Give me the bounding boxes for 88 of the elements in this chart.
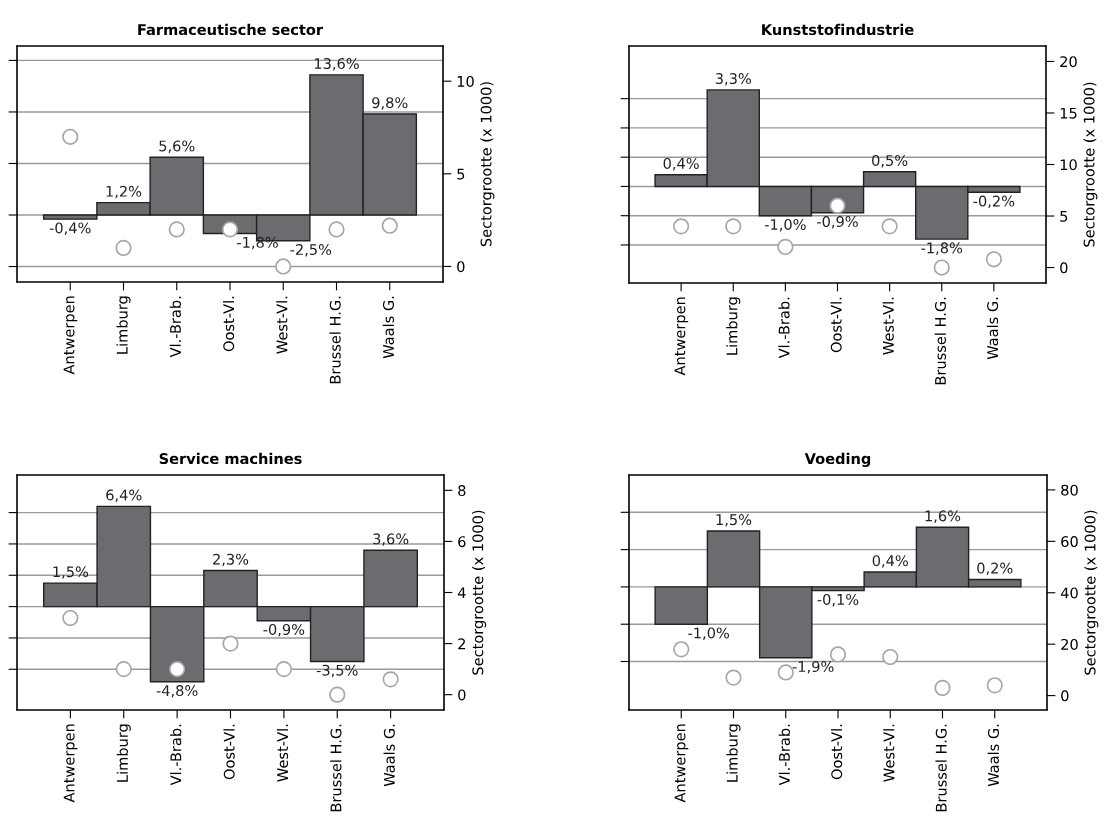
x-tick-label: Antwerpen	[63, 724, 78, 803]
y2-tick-label: 4	[457, 587, 466, 599]
y2-tick-label: 0	[458, 689, 466, 701]
point	[275, 258, 292, 275]
x-tick-label: Vl.-Brab.	[170, 724, 182, 786]
x-tick-label: Brussel H.G.	[934, 297, 946, 385]
data-label: 0,5%	[872, 154, 908, 168]
y2-tick-label: 80	[1061, 484, 1078, 496]
y2-tick-label: 40	[1060, 587, 1078, 599]
y2-tick-label: 5	[1060, 210, 1068, 222]
y2-tick-label: 15	[1060, 107, 1077, 119]
chart-title: Service machines	[159, 452, 302, 465]
chart-title: Farmaceutische sector	[138, 23, 324, 36]
x-tick-label: Vl.-Brab.	[778, 724, 790, 786]
x-tick-label: West-Vl.	[276, 724, 289, 782]
x-tick-label: Vl.-Brab.	[778, 297, 790, 359]
point	[115, 661, 132, 678]
point	[169, 661, 186, 678]
chart-title: Kunststofindustrie	[762, 23, 914, 36]
x-tick-label: Oost-Vl.	[830, 724, 843, 780]
data-label: 13,6%	[314, 58, 359, 71]
y2-tick-label: 2	[458, 638, 466, 650]
y2-axis-title: Sectorgrootte (x 1000)	[472, 510, 487, 675]
point	[882, 648, 899, 666]
data-label: -0,9%	[817, 216, 858, 229]
x-tick-label: Waals G.	[987, 724, 999, 787]
data-label: 3,3%	[715, 73, 751, 86]
y2-tick-label: 20	[1061, 638, 1078, 650]
x-tick-label: Brussel H.G.	[935, 724, 947, 812]
y2-axis-title: Sectorgrootte (x 1000)	[1083, 82, 1098, 247]
x-tick-label: Waals G.	[383, 724, 395, 787]
data-label: -1,0%	[688, 627, 730, 640]
x-tick-label: West-Vl.	[883, 724, 895, 782]
x-tick-label: Oost-Vl.	[222, 296, 235, 352]
x-tick-label: Waals G.	[986, 297, 999, 360]
data-label: -3,5%	[316, 664, 358, 678]
data-label: -1,0%	[764, 218, 806, 232]
y2-tick-label: 0	[1061, 690, 1069, 702]
data-label: -1,9%	[792, 661, 834, 674]
chart-title: Voeding	[804, 452, 871, 468]
data-label: 3,6%	[373, 533, 409, 546]
point	[777, 238, 794, 256]
data-label: 1,5%	[53, 566, 89, 579]
x-tick-label: Oost-Vl.	[223, 724, 235, 780]
data-label: -4,8%	[156, 685, 198, 698]
x-tick-label: Limburg	[116, 296, 131, 354]
data-label: 1,6%	[925, 510, 961, 523]
data-label: 1,2%	[106, 185, 142, 199]
x-tick-label: West-Vl.	[276, 296, 288, 354]
data-label: -2,5%	[290, 244, 332, 257]
x-tick-label: Vl.-Brab.	[169, 296, 181, 358]
x-tick-label: Antwerpen	[63, 296, 78, 375]
x-tick-label: Antwerpen	[674, 297, 689, 376]
data-label: -0,9%	[263, 623, 305, 637]
x-tick-label: Limburg	[726, 297, 741, 355]
data-label: 0,2%	[977, 562, 1013, 576]
x-tick-label: Waals G.	[382, 296, 394, 359]
y2-tick-label: 6	[458, 536, 466, 548]
point	[275, 661, 292, 678]
data-label: -1,8%	[921, 242, 963, 255]
data-label: 0,4%	[663, 157, 699, 171]
y2-tick-label: 8	[458, 485, 466, 497]
x-tick-label: Limburg	[726, 724, 741, 782]
y2-axis-title: Sectorgrootte (x 1000)	[1084, 510, 1099, 675]
y2-tick-label: 0	[457, 261, 465, 273]
data-label: 6,4%	[106, 489, 142, 502]
y2-tick-label: 10	[1060, 159, 1077, 171]
y2-axis-title: Sectorgrootte (x 1000)	[480, 82, 495, 247]
data-label: -0,2%	[973, 195, 1015, 209]
data-label: 5,6%	[159, 140, 195, 153]
data-label: 0,4%	[872, 555, 908, 568]
y2-tick-label: 20	[1060, 56, 1077, 68]
y2-tick-label: 5	[457, 168, 465, 180]
x-tick-label: West-Vl.	[882, 297, 894, 355]
x-tick-label: Oost-Vl.	[830, 297, 842, 353]
data-label: -0,4%	[49, 222, 91, 235]
data-label: 9,8%	[372, 97, 408, 110]
y2-tick-label: 0	[1060, 262, 1068, 274]
data-label: 2,3%	[213, 553, 249, 567]
x-tick-label: Antwerpen	[674, 724, 689, 803]
x-tick-label: Brussel H.G.	[330, 724, 342, 812]
data-label: 1,5%	[716, 514, 752, 527]
data-label: -0,1%	[817, 593, 859, 607]
y2-tick-label: 10	[457, 75, 474, 87]
x-tick-label: Brussel H.G.	[329, 296, 341, 384]
y2-tick-label: 60	[1061, 536, 1078, 548]
x-tick-label: Limburg	[116, 724, 131, 782]
data-label: -1,8%	[237, 236, 278, 250]
